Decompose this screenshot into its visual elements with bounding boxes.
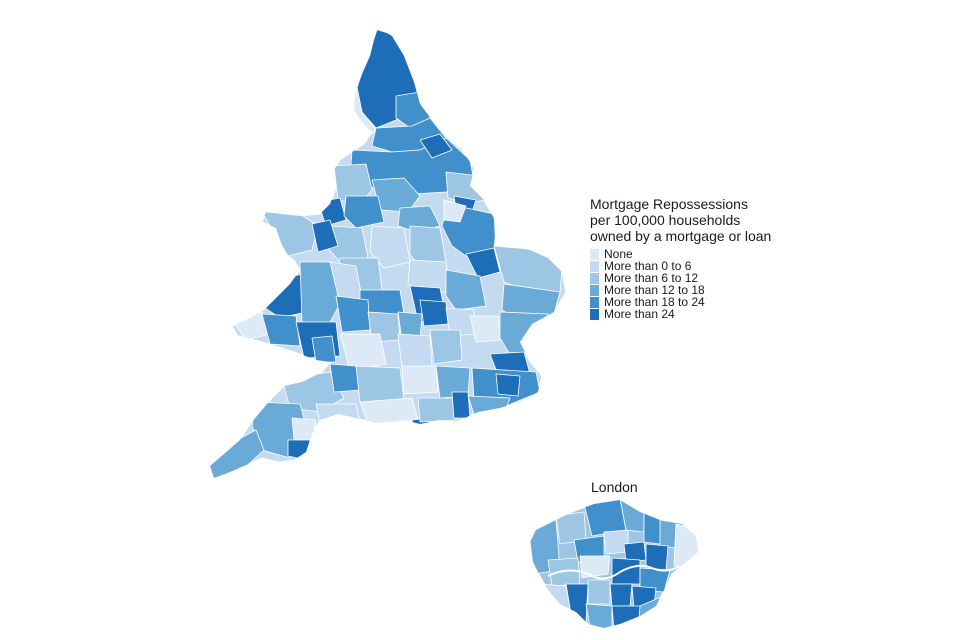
legend-item: None [590, 248, 830, 260]
legend-title-line-3: owned by a mortgage or loan [590, 228, 772, 244]
area-dorset [315, 403, 361, 425]
legend-item: More than 12 to 18 [590, 284, 830, 296]
area-west-sussex [417, 397, 457, 423]
legend-label: None [604, 247, 633, 261]
legend-label: More than 24 [604, 307, 675, 321]
borough-havering [673, 523, 698, 567]
area-greater-manchester [343, 195, 385, 229]
area-milton-keynes [419, 299, 449, 327]
area-peterborough [465, 247, 501, 279]
area-carmarthenshire [261, 313, 301, 347]
legend-item: More than 18 to 24 [590, 296, 830, 308]
borough-wandsworth [587, 579, 611, 605]
area-wiltshire [355, 365, 405, 403]
legend-label: More than 18 to 24 [604, 295, 705, 309]
area-medway [495, 373, 521, 397]
area-east-sussex [467, 395, 511, 415]
area-hampshire [359, 397, 419, 425]
legend-label: More than 6 to 12 [604, 271, 699, 285]
legend-item: More than 24 [590, 308, 830, 320]
area-wrexham [311, 219, 339, 253]
legend-label: More than 12 to 18 [604, 283, 705, 297]
legend-title: Mortgage Repossessions per 100,000 house… [590, 196, 830, 244]
legend-title-line-1: Mortgage Repossessions [590, 196, 748, 212]
river-thames [547, 564, 681, 580]
legend-title-line-2: per 100,000 households [590, 212, 741, 228]
area-cornwall [210, 429, 265, 478]
legend-item: More than 6 to 12 [590, 272, 830, 284]
area-cambridgeshire [445, 269, 487, 311]
legend-swatch [590, 260, 599, 272]
area-derbyshire [369, 225, 411, 269]
area-buckinghamshire [429, 329, 463, 365]
area-bristol [329, 363, 361, 393]
area-brighton [451, 391, 471, 419]
london-inset-title: London [591, 479, 638, 495]
map-legend: Mortgage Repossessions per 100,000 house… [590, 196, 830, 320]
borough-lambeth [609, 583, 633, 607]
area-north-lincs [443, 199, 467, 223]
area-powys [299, 261, 343, 331]
area-cardiff [311, 335, 337, 363]
legend-swatch [590, 296, 599, 308]
area-oxfordshire [397, 333, 433, 369]
borough-richmond [565, 583, 589, 623]
area-hertfordshire [469, 315, 503, 343]
area-herefordshire [335, 295, 371, 333]
borough-ealing [547, 557, 581, 587]
borough-westminster [579, 555, 611, 579]
area-berkshire [401, 365, 439, 395]
legend-item: More than 0 to 6 [590, 260, 830, 272]
legend-items: None More than 0 to 6 More than 6 to 12 Mor… [590, 248, 830, 320]
borough-sutton [585, 603, 613, 628]
legend-swatch [590, 272, 599, 284]
legend-label: More than 0 to 6 [604, 259, 692, 273]
legend-swatch [590, 284, 599, 296]
legend-swatch [590, 248, 599, 260]
area-gloucestershire [339, 333, 387, 371]
legend-swatch [590, 308, 599, 320]
area-teesside [419, 133, 453, 159]
borough-tower-hamlets [611, 557, 641, 585]
